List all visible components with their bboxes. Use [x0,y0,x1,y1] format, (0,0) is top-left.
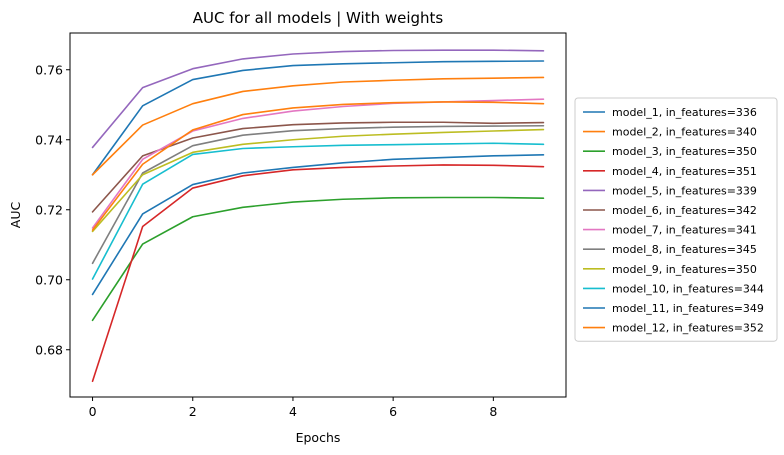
y-tick-label: 0.74 [35,132,63,147]
x-tick-label: 4 [289,404,297,419]
legend: model_1, in_features=336 model_2, in_feat… [574,97,778,342]
series-line-2 [91,76,545,176]
legend-label: model_3, in_features=350 [612,145,757,158]
series-line-4 [91,164,545,383]
series-line-1 [91,60,545,176]
series-line-10 [91,142,545,280]
plot-area [91,49,545,383]
y-tick-label: 0.76 [35,62,63,77]
legend-label: model_6, in_features=342 [612,204,757,217]
legend-label: model_8, in_features=345 [612,243,757,256]
y-tick-label: 0.70 [35,272,63,287]
series-line-3 [91,196,545,322]
x-tick-label: 6 [389,404,397,419]
x-tick-label: 0 [89,404,97,419]
y-tick-label: 0.68 [35,342,63,357]
legend-frame [574,97,778,342]
series-line-12 [91,101,545,231]
legend-label: model_11, in_features=349 [612,302,764,315]
series-line-5 [91,49,545,149]
y-tick-label: 0.72 [35,202,63,217]
x-axis-label: Epochs [296,430,341,445]
series-line-11 [91,154,545,296]
legend-label: model_1, in_features=336 [612,106,757,119]
legend-label: model_9, in_features=350 [612,263,757,276]
plot-frame [69,32,567,398]
x-tick-label: 2 [189,404,197,419]
legend-label: model_5, in_features=339 [612,184,757,197]
legend-label: model_7, in_features=341 [612,224,757,237]
y-axis: 0.68 0.70 0.72 0.74 0.76 [35,62,70,357]
legend-label: model_10, in_features=344 [612,282,764,295]
x-tick-label: 8 [489,404,497,419]
y-axis-label: AUC [8,202,23,229]
legend-label: model_12, in_features=352 [612,322,764,335]
x-axis: 0 2 4 6 8 [89,397,497,419]
series-line-7 [91,98,545,229]
legend-label: model_2, in_features=340 [612,126,757,139]
chart-title: AUC for all models | With weights [193,9,444,27]
legend-label: model_4, in_features=351 [612,165,757,178]
series-line-9 [91,128,545,233]
series-line-8 [91,124,545,265]
